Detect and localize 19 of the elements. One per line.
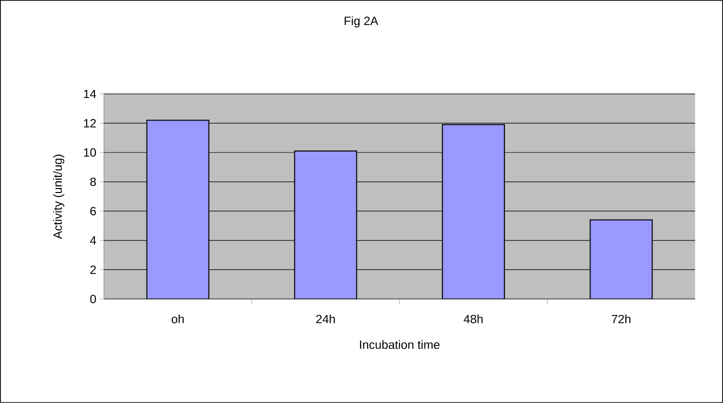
bar: [590, 219, 653, 300]
y-tick-label: 4: [90, 236, 96, 245]
y-tick-label: 0: [90, 294, 96, 304]
bar: [442, 124, 505, 300]
x-tick-label: 48h: [464, 314, 483, 324]
bar: [146, 120, 210, 300]
y-axis-title: Activity (unit/ug): [53, 154, 64, 240]
chart-title: Fig 2A: [344, 16, 378, 28]
y-tick-label: 14: [84, 90, 96, 98]
y-tick-label: 12: [84, 119, 96, 128]
y-tick-label: 2: [90, 266, 96, 274]
x-axis-title: Incubation time: [360, 340, 440, 349]
y-tick-label: 8: [90, 178, 96, 186]
x-tick-label: oh: [172, 314, 184, 324]
bar: [294, 150, 358, 300]
y-tick-label: 10: [84, 148, 96, 157]
x-tick-label: 72h: [612, 314, 630, 324]
y-tick-label: 6: [90, 206, 96, 216]
x-tick-label: 24h: [316, 314, 335, 324]
